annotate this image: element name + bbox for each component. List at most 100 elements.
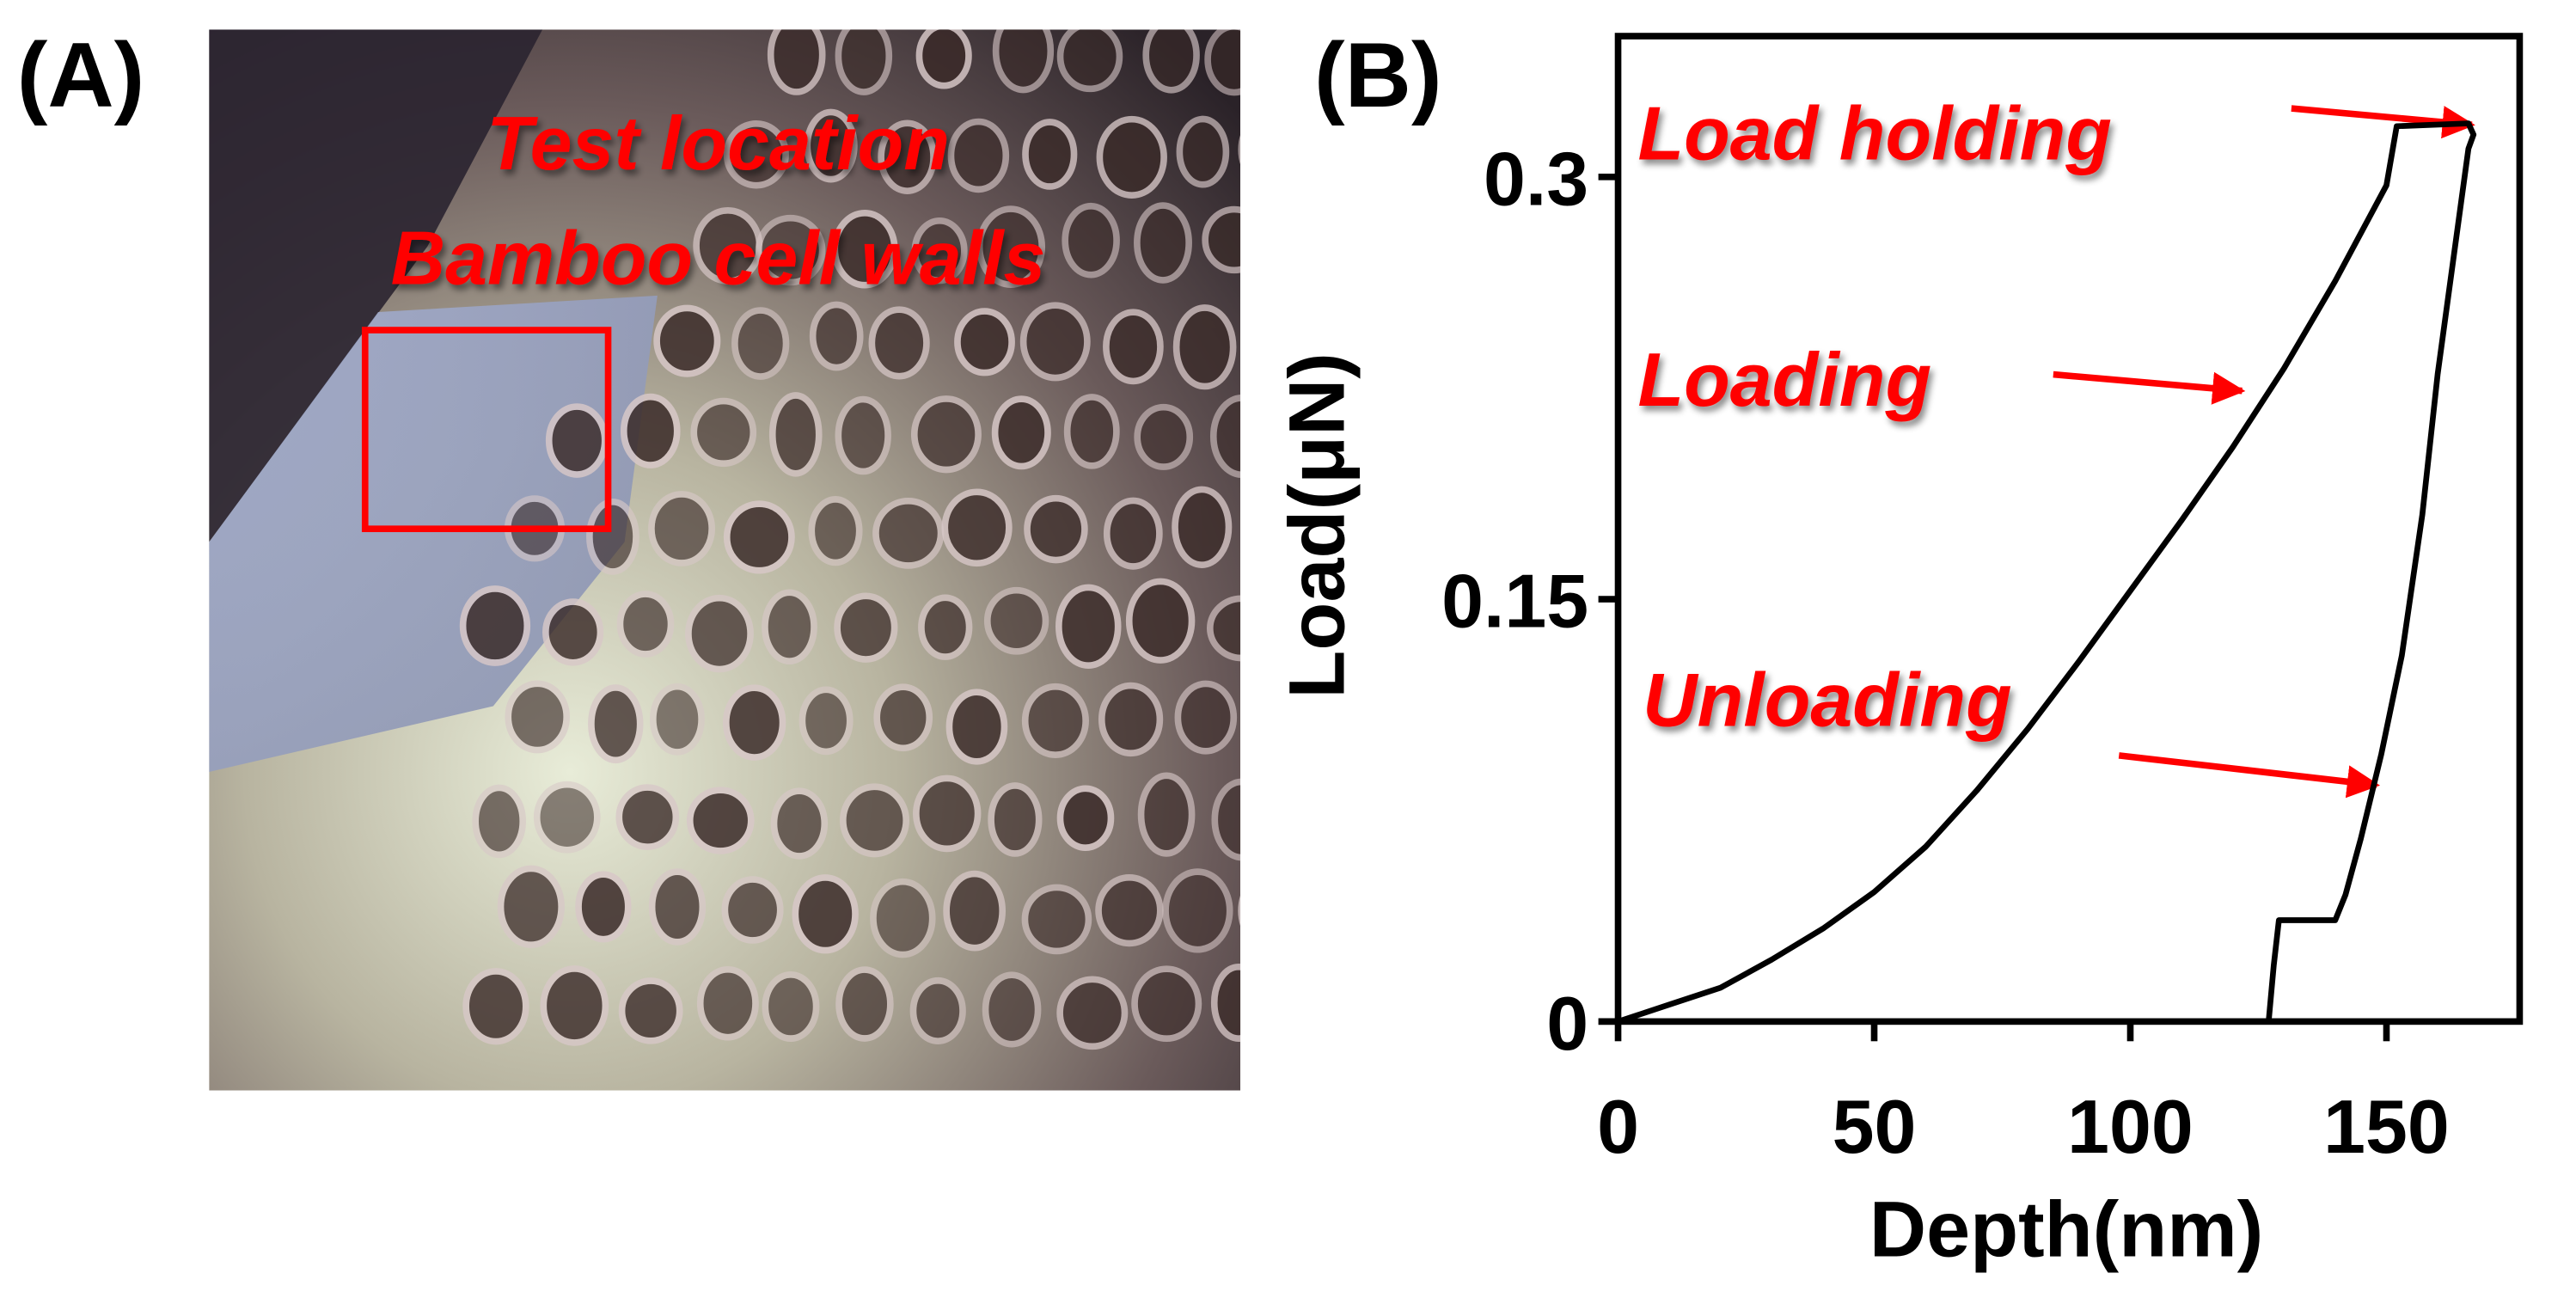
cell xyxy=(1238,135,1241,165)
cell xyxy=(472,784,527,859)
y-axis-label: Load(μN) xyxy=(1273,352,1361,698)
cell xyxy=(1209,395,1241,479)
cell xyxy=(868,306,930,380)
cell xyxy=(1134,403,1194,470)
cell xyxy=(1063,394,1120,469)
cell xyxy=(462,968,529,1045)
cell xyxy=(804,108,858,183)
cell xyxy=(910,395,982,474)
cell xyxy=(991,395,1051,470)
cell xyxy=(615,784,680,851)
cell xyxy=(648,491,716,566)
cell xyxy=(696,965,759,1041)
cell xyxy=(945,689,1008,765)
cell xyxy=(834,592,898,663)
cell xyxy=(1172,304,1237,390)
cell xyxy=(988,782,1043,857)
cell xyxy=(798,686,854,756)
cell xyxy=(690,397,757,468)
cell xyxy=(723,119,789,189)
y-tick-label: 0 xyxy=(1546,981,1588,1066)
x-axis-label: Depth(nm) xyxy=(1869,1186,2263,1274)
cell xyxy=(505,680,571,754)
cell xyxy=(915,29,972,89)
cell xyxy=(620,393,681,468)
cell xyxy=(588,684,644,764)
cell xyxy=(808,496,863,566)
y-tick-label: 0.15 xyxy=(1441,559,1588,644)
x-tick-label: 50 xyxy=(1833,1084,1917,1169)
cell xyxy=(533,781,601,854)
cell xyxy=(1204,29,1241,96)
cell xyxy=(1021,683,1089,759)
cell xyxy=(835,395,891,475)
cell xyxy=(618,977,683,1044)
cell xyxy=(1056,785,1115,852)
caption: Bamboo cell walls xyxy=(391,216,1046,301)
cell xyxy=(1095,874,1164,947)
cell xyxy=(909,976,966,1044)
x-tick-label: 150 xyxy=(2323,1084,2450,1169)
panel-label: (A) xyxy=(17,23,145,126)
cell xyxy=(954,308,1015,377)
cell xyxy=(1206,595,1241,662)
cell xyxy=(721,876,784,944)
cell xyxy=(540,965,609,1046)
cell xyxy=(650,683,705,756)
cell xyxy=(1176,115,1230,188)
cell xyxy=(653,304,721,377)
cell xyxy=(873,683,933,752)
cell xyxy=(947,118,1010,193)
annotation: Unloading xyxy=(1643,657,2012,742)
cell xyxy=(992,29,1055,94)
cell xyxy=(1024,494,1088,564)
cell xyxy=(835,29,893,95)
cell xyxy=(616,591,675,658)
cell xyxy=(767,29,826,95)
cell xyxy=(770,787,829,860)
cell xyxy=(1202,205,1241,274)
cell xyxy=(1137,772,1196,857)
x-tick-label: 0 xyxy=(1597,1084,1639,1169)
cell xyxy=(918,594,973,660)
cell xyxy=(722,684,786,761)
cell xyxy=(792,874,859,954)
cell xyxy=(1019,302,1091,382)
arrows xyxy=(2053,105,2475,799)
cell xyxy=(878,119,937,194)
y-tick-label: 0.3 xyxy=(1484,136,1588,221)
caption: Test location xyxy=(486,101,950,186)
cell xyxy=(839,783,910,858)
cell xyxy=(459,585,531,666)
cell xyxy=(1174,680,1238,755)
annotation: Load holding xyxy=(1637,90,2112,175)
cell xyxy=(1103,497,1163,570)
cell xyxy=(1056,29,1123,93)
micrograph xyxy=(209,29,1303,1091)
cell xyxy=(913,774,982,853)
cell xyxy=(1211,778,1241,861)
cell xyxy=(768,392,823,477)
cell xyxy=(1022,119,1078,190)
x-tick-label: 100 xyxy=(2067,1084,2194,1169)
cell xyxy=(586,499,639,575)
cell xyxy=(1062,202,1120,279)
cell xyxy=(870,878,936,958)
cell xyxy=(723,500,795,574)
cell xyxy=(1162,868,1233,953)
cell xyxy=(835,966,894,1042)
cell xyxy=(941,488,1013,567)
cell xyxy=(1131,965,1202,1042)
cell xyxy=(545,403,609,478)
cell xyxy=(762,970,820,1042)
plot: 0 50 100 150 0 0.15 0.3 xyxy=(1441,33,2524,1169)
cell xyxy=(943,870,1007,952)
cell xyxy=(1103,309,1164,385)
cell xyxy=(1056,976,1129,1050)
cell xyxy=(1253,689,1303,762)
cell xyxy=(1096,115,1167,199)
cell xyxy=(648,868,707,946)
cell xyxy=(575,871,632,943)
